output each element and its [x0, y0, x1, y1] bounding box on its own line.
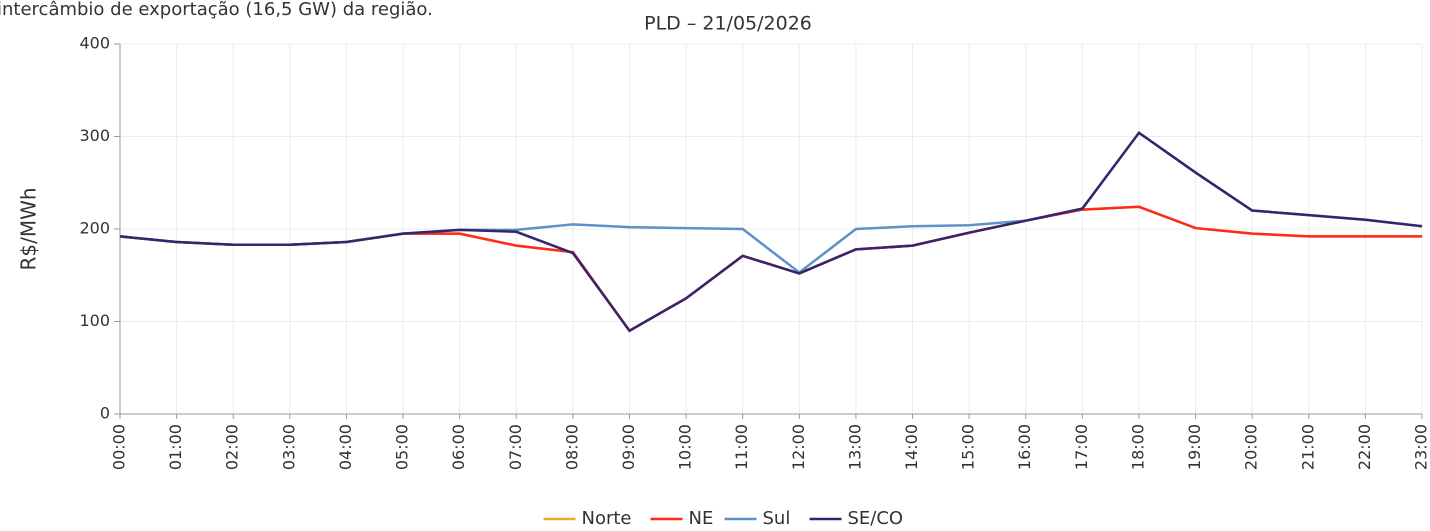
y-tick-label: 100 — [79, 311, 110, 330]
x-tick-label: 08:00 — [562, 424, 581, 470]
x-tick-label: 13:00 — [845, 424, 864, 470]
x-tick-label: 16:00 — [1015, 424, 1034, 470]
legend-label: Norte — [582, 508, 632, 529]
y-axis-label: R$/MWh — [17, 187, 41, 270]
x-tick-label: 02:00 — [223, 424, 242, 470]
series-line — [119, 205, 1422, 333]
x-tick-label: 14:00 — [902, 424, 921, 470]
legend-label: NE — [689, 508, 714, 529]
x-tick-label: 12:00 — [789, 424, 808, 470]
x-tick-label: 23:00 — [1412, 424, 1430, 470]
y-tick-label: 200 — [79, 219, 110, 238]
x-tick-label: 19:00 — [1185, 424, 1204, 470]
x-tick-label: 01:00 — [166, 424, 185, 470]
series-line — [119, 131, 1423, 275]
series-line — [119, 205, 1422, 333]
x-tick-label: 06:00 — [449, 424, 468, 470]
x-tick-label: 09:00 — [619, 424, 638, 470]
series-line — [119, 131, 1423, 333]
x-tick-label: 05:00 — [393, 424, 412, 470]
x-tick-label: 20:00 — [1242, 424, 1261, 470]
x-tick-label: 15:00 — [959, 424, 978, 470]
x-tick-label: 11:00 — [732, 424, 751, 470]
x-tick-label: 00:00 — [110, 424, 129, 470]
x-tick-label: 03:00 — [279, 424, 298, 470]
x-tick-label: 17:00 — [1072, 424, 1091, 470]
x-tick-label: 22:00 — [1355, 424, 1374, 470]
x-tick-label: 18:00 — [1128, 424, 1147, 470]
header-text: intercâmbio de exportação (16,5 GW) da r… — [0, 0, 433, 20]
x-tick-label: 07:00 — [506, 424, 525, 470]
x-tick-label: 21:00 — [1298, 424, 1317, 470]
y-tick-label: 0 — [100, 404, 110, 423]
chart-title: PLD – 21/05/2026 — [644, 13, 812, 35]
legend-label: SE/CO — [848, 508, 904, 529]
x-tick-label: 04:00 — [336, 424, 355, 470]
y-tick-label: 400 — [79, 34, 110, 53]
legend-label: Sul — [763, 508, 791, 529]
x-tick-label: 10:00 — [676, 424, 695, 470]
y-tick-label: 300 — [79, 126, 110, 145]
